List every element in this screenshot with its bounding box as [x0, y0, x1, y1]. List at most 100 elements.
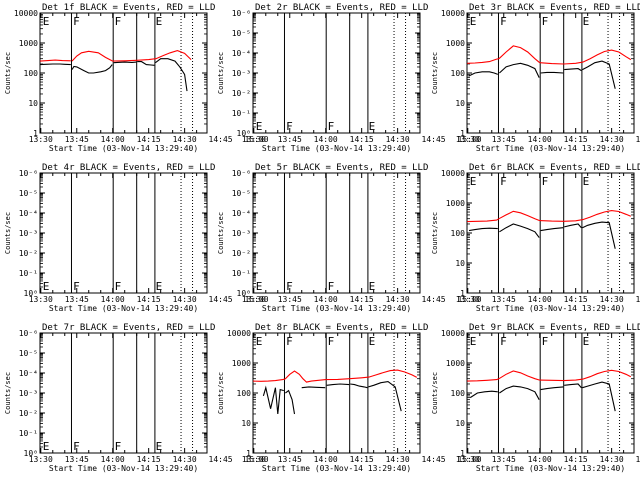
lld-series-line — [539, 369, 632, 382]
x-tick-label: 15:00 — [458, 455, 482, 464]
x-tick-label: 13:45 — [278, 295, 302, 304]
segment-flag: F — [115, 15, 122, 28]
y-tick-label: 1 — [460, 449, 465, 458]
x-tick-label: 14:30 — [173, 455, 197, 464]
y-tick-label: 10⁻⁴ — [19, 369, 38, 378]
events-series-line — [564, 223, 582, 229]
events-series-line — [326, 383, 350, 386]
y-tick-label: 10⁰ — [24, 289, 38, 298]
y-tick-label: 10⁻³ — [232, 69, 251, 78]
detector-panel-4: Det 4r BLACK = Events, RED = LLD 10⁰ 10⁻¹ 1… — [4, 163, 269, 313]
x-axis-label: Start Time (03-Nov-14 13:29:40) — [476, 144, 625, 153]
segment-flag: F — [115, 280, 122, 293]
y-tick-label: 100 — [237, 389, 252, 398]
x-tick-label: 14:15 — [564, 455, 588, 464]
events-series-line — [40, 63, 71, 66]
segment-flag: E — [256, 120, 263, 133]
y-tick-label: 10 — [455, 419, 465, 428]
x-axis-label: Start Time (03-Nov-14 13:29:40) — [262, 144, 411, 153]
y-tick-label: 1 — [33, 129, 38, 138]
events-series-line — [113, 61, 137, 64]
y-tick-label: 10⁻⁴ — [232, 49, 251, 58]
x-tick-label: 14:15 — [564, 295, 588, 304]
segment-flag: F — [542, 335, 549, 348]
y-tick-label: 10⁻⁶ — [232, 169, 251, 178]
y-tick-label: 1 — [460, 289, 465, 298]
segment-flag: E — [369, 280, 376, 293]
panel-title: Det 5r BLACK = Events, RED = LLD — [255, 163, 428, 173]
events-series-line — [540, 71, 564, 74]
y-tick-label: 1000 — [446, 39, 465, 48]
y-tick-label: 10000 — [227, 329, 251, 338]
y-tick-label: 100 — [24, 69, 39, 78]
x-tick-label: 14:00 — [314, 295, 338, 304]
x-tick-label: 13:30 — [29, 455, 53, 464]
segment-flag: F — [542, 15, 549, 28]
x-axis-label: Start Time (03-Nov-14 13:29:40) — [49, 304, 198, 313]
x-tick-label: 13:30 — [242, 295, 266, 304]
detector-panel-8: Det 8r BLACK = Events, RED = LLD 1 10 100 10… — [217, 323, 482, 473]
events-series-line — [564, 68, 582, 72]
x-tick-label: 14:15 — [350, 135, 374, 144]
x-tick-label: 14:00 — [314, 455, 338, 464]
segment-flag: E — [470, 175, 477, 188]
x-tick-label: 13:45 — [278, 455, 302, 464]
x-tick-label: 13:45 — [278, 135, 302, 144]
x-tick-label: 14:00 — [528, 295, 552, 304]
y-tick-label: 10⁻⁴ — [232, 209, 251, 218]
y-tick-label: 10⁻³ — [19, 389, 38, 398]
x-tick-label: 14:15 — [137, 455, 161, 464]
segment-flag: E — [256, 335, 263, 348]
events-series-line — [582, 381, 616, 412]
y-tick-label: 10000 — [441, 329, 465, 338]
panel-title: Det 7r BLACK = Events, RED = LLD — [42, 323, 215, 333]
segment-flag: F — [500, 335, 507, 348]
y-axis-label: Counts/sec — [431, 52, 439, 94]
panel-title: Det 6r BLACK = Events, RED = LLD — [469, 163, 640, 173]
detector-panel-6: Det 6r BLACK = Events, RED = LLD 1 10 100 10… — [431, 163, 640, 313]
y-tick-label: 100 — [451, 69, 466, 78]
segment-flag: E — [256, 280, 263, 293]
x-tick-label: 14:45 — [209, 455, 233, 464]
lld-series-line — [40, 59, 71, 62]
y-axis-label: Counts/sec — [4, 372, 12, 414]
lld-series-line — [539, 49, 632, 65]
segment-flag: F — [328, 280, 335, 293]
y-tick-label: 10000 — [441, 169, 465, 178]
y-tick-label: 10⁻¹ — [19, 429, 38, 438]
x-tick-label: 14:45 — [209, 295, 233, 304]
y-tick-label: 10⁻² — [19, 409, 38, 418]
plot-frame — [39, 12, 208, 134]
y-tick-label: 10⁻⁵ — [232, 29, 251, 38]
segment-flag: E — [43, 280, 50, 293]
y-tick-label: 10⁻⁵ — [19, 189, 38, 198]
x-tick-label: 15:00 — [458, 295, 482, 304]
x-tick-label: 14:45 — [422, 135, 446, 144]
y-tick-label: 10⁰ — [24, 449, 38, 458]
events-series-line — [499, 223, 540, 238]
lld-series-line — [112, 50, 192, 62]
y-tick-label: 10 — [455, 259, 465, 268]
x-tick-label: 14:30 — [600, 295, 624, 304]
y-tick-label: 10 — [28, 99, 38, 108]
detector-panel-3: Det 3r BLACK = Events, RED = LLD 1 10 100 10… — [431, 3, 640, 153]
y-tick-label: 10000 — [14, 9, 38, 18]
plot-frame — [252, 172, 421, 294]
lld-series-line — [467, 218, 500, 223]
segment-flag: F — [73, 15, 80, 28]
x-tick-label: 15:00 — [458, 135, 482, 144]
x-tick-label: 14:45 — [422, 455, 446, 464]
x-tick-label: 13:30 — [456, 295, 480, 304]
x-tick-label: 14:45 — [636, 295, 640, 304]
y-tick-label: 1000 — [19, 39, 38, 48]
x-tick-label: 14:30 — [386, 135, 410, 144]
lld-series-line — [325, 369, 418, 381]
x-axis-label: Start Time (03-Nov-14 13:29:40) — [49, 144, 198, 153]
detector-panel-7: Det 7r BLACK = Events, RED = LLD 10⁰ 10⁻¹ 1… — [4, 323, 269, 473]
x-axis-label: Start Time (03-Nov-14 13:29:40) — [262, 464, 411, 473]
segment-flag: F — [286, 280, 293, 293]
segment-flag: E — [470, 335, 477, 348]
segment-flag: F — [500, 15, 507, 28]
x-tick-label: 15:00 — [245, 295, 269, 304]
y-tick-label: 10⁻² — [19, 249, 38, 258]
